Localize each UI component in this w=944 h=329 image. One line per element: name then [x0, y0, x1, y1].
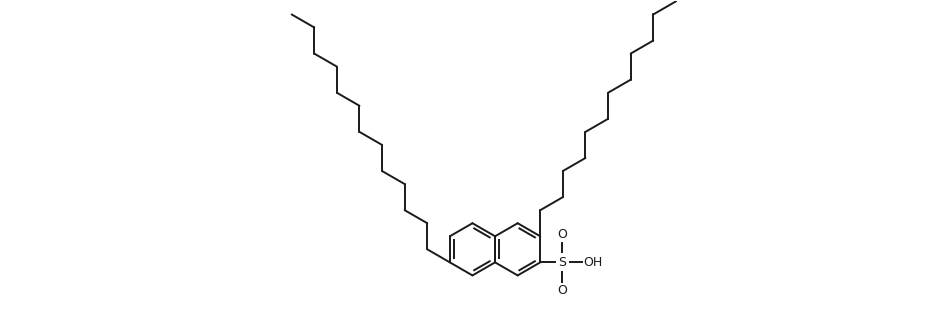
- Text: OH: OH: [583, 256, 602, 269]
- Text: O: O: [558, 284, 567, 296]
- Text: S: S: [559, 256, 566, 269]
- Text: O: O: [558, 228, 567, 241]
